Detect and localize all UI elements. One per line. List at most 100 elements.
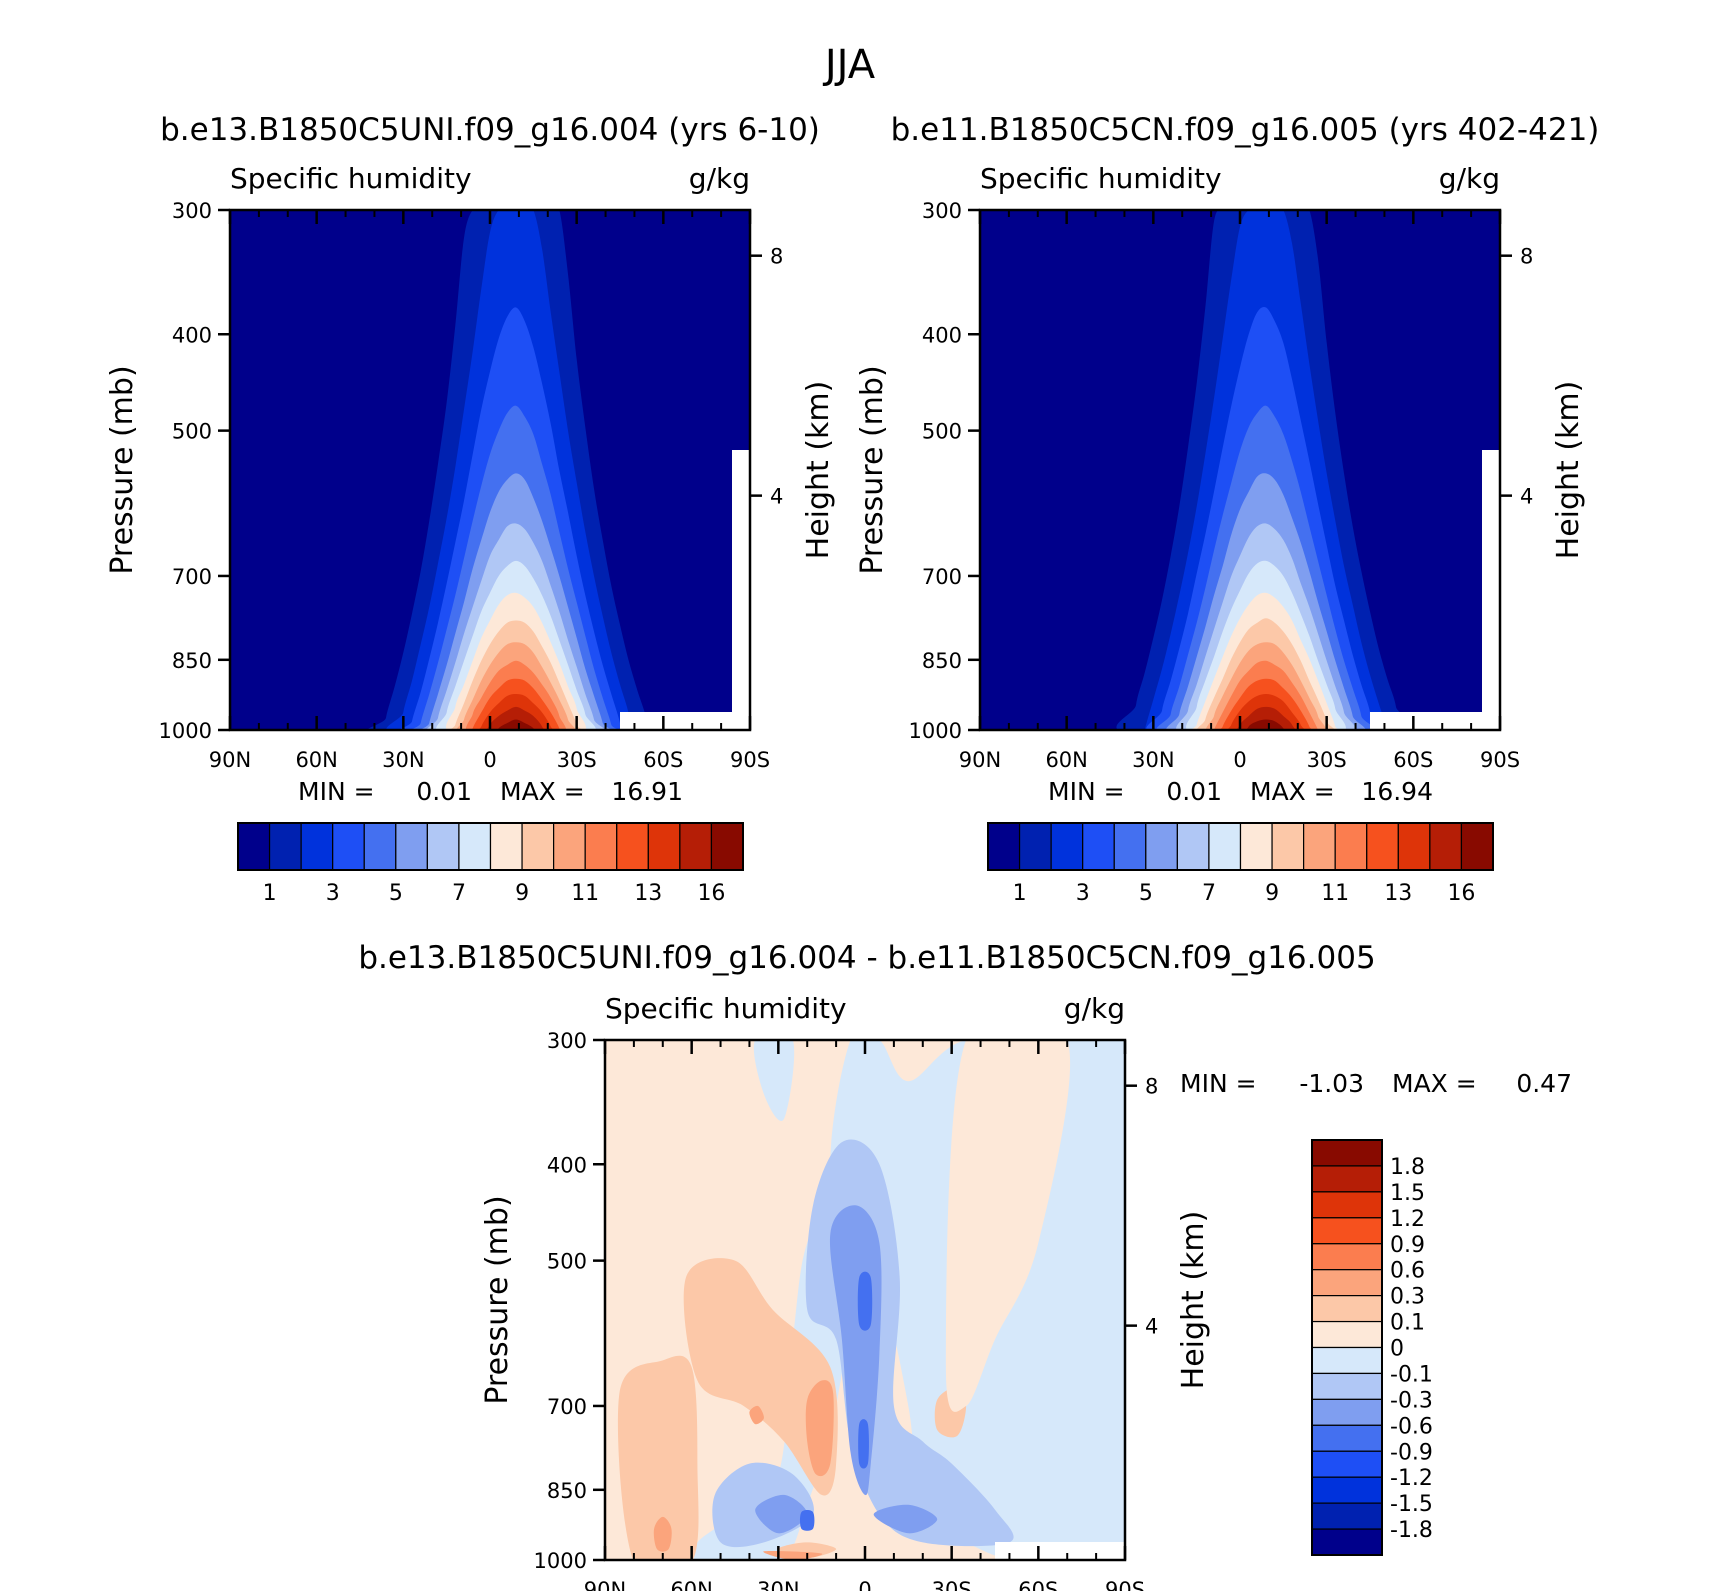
colorbar-swatch [268,822,302,871]
colorbar: 1 3 5 7 9 11 13 16 [987,822,1494,906]
colorbar-swatch [1018,822,1052,871]
axes: 90N 60N 30N 0 30S 60S 90S 300 400 500 700 850 1000 8 4 [534,1029,1159,1591]
colorbar-label: 7 [1202,881,1216,906]
x-tick-label: 90N [959,748,1001,772]
panel-title: b.e13.B1850C5UNI.f09_g16.004 - b.e11.B18… [358,940,1375,976]
height-tick-label: 4 [1145,1315,1158,1339]
colorbar-swatch [458,822,492,871]
colorbar-swatch [584,822,618,871]
colorbar-swatch [1303,822,1336,871]
height-tick-label: 8 [1520,245,1533,269]
x-tick-label: 90S [730,748,770,772]
colorbar-swatch [1460,822,1494,871]
colorbar-label: -1.2 [1390,1466,1433,1491]
colorbar-swatch [1208,822,1242,871]
contour-level [945,1040,1071,1412]
colorbar-swatch [1311,1372,1383,1400]
colorbar-swatch [1050,822,1084,871]
contour-level [799,1510,815,1531]
height-axis-label: Height (km) [801,381,836,560]
colorbar-swatch [1113,822,1147,871]
missing-data-mask [995,1542,1125,1560]
colorbar-swatch [1311,1528,1383,1556]
y-tick-label: 700 [547,1395,587,1419]
colorbar-swatch [1429,822,1463,871]
colorbar-label: 1 [1013,881,1027,906]
colorbar-swatch [553,822,586,871]
max-value: 0.47 [1516,1069,1572,1098]
height-tick-label: 4 [770,485,783,509]
colorbar-swatch [1311,1502,1383,1530]
x-tick-label: 30N [757,1578,799,1591]
x-tick-label: 60S [643,748,683,772]
colorbar-swatch [1311,1165,1383,1193]
colorbar-label: 5 [389,881,403,906]
contour-level [873,1504,938,1534]
colorbar-swatch [1176,822,1210,871]
x-tick-label: 60S [1018,1578,1058,1591]
colorbar-swatch [1271,822,1305,871]
min-value: 0.01 [1166,777,1222,806]
contour-level [683,1258,838,1496]
y-tick-label: 700 [172,565,212,589]
min-value: -1.03 [1299,1069,1364,1098]
colorbar-swatch [679,822,713,871]
panel-difference: b.e13.B1850C5UNI.f09_g16.004 - b.e11.B18… [358,940,1572,1591]
colorbar-label: 11 [1321,881,1349,906]
contour-level [753,1040,795,1121]
x-tick-label: 60N [295,748,337,772]
x-tick-label: 90N [209,748,251,772]
colorbar-swatch [710,822,744,871]
colorbar-swatch [1311,1243,1383,1271]
panel-model-a: b.e13.B1850C5UNI.f09_g16.004 (yrs 6-10) … [105,112,836,906]
missing-data-mask [1370,450,1500,730]
y-tick-label: 400 [547,1153,587,1177]
colorbar-swatch [521,822,555,871]
colorbar-label: -1.8 [1390,1518,1433,1543]
colorbar-label: 5 [1139,881,1153,906]
panel-title: b.e11.B1850C5CN.f09_g16.005 (yrs 402-421… [891,112,1600,148]
y-tick-label: 700 [922,565,962,589]
colorbar-label: 1.5 [1390,1181,1425,1206]
x-tick-label: 30S [557,748,597,772]
y-tick-label: 400 [172,323,212,347]
x-tick-label: 90S [1480,748,1520,772]
colorbar: 1.81.51.20.90.60.30.10-0.1-0.3-0.6-0.9-1… [1311,1139,1433,1556]
contour-level [749,1405,764,1425]
y-tick-label: 850 [547,1479,587,1503]
colorbar: 1 3 5 7 9 11 13 16 [237,822,744,906]
variable-label: Specific humidity [230,162,472,195]
x-tick-label: 60N [1045,748,1087,772]
colorbar-swatch [647,822,681,871]
colorbar-swatch [300,822,334,871]
x-tick-label: 60N [670,1578,712,1591]
x-tick-label: 60S [1393,748,1433,772]
y-tick-label: 400 [922,323,962,347]
x-tick-label: 30N [382,748,424,772]
axes: 90N 60N 30N 0 30S 60S 90S 300 400 500 700 850 1000 8 4 [159,199,784,772]
colorbar-swatch [1311,1450,1383,1478]
height-tick-label: 8 [770,245,783,269]
colorbar-label: 0.1 [1390,1311,1425,1336]
panel-title: b.e13.B1850C5UNI.f09_g16.004 (yrs 6-10) [160,112,820,148]
colorbar-swatch [1334,822,1368,871]
y-tick-label: 850 [922,649,962,673]
contour-level [617,1355,699,1560]
colorbar-swatch [1311,1398,1383,1426]
x-tick-label: 0 [1233,748,1246,772]
height-axis-label: Height (km) [1176,1211,1211,1390]
colorbar-label: 1.8 [1390,1155,1425,1180]
colorbar-label: 7 [452,881,466,906]
y-tick-label: 300 [547,1029,587,1053]
colorbar-label: 3 [1076,881,1090,906]
colorbar-swatch [426,822,460,871]
humidity-field [980,210,1500,730]
y-tick-label: 300 [922,199,962,223]
max-value: 16.91 [611,777,683,806]
colorbar-label: -0.3 [1390,1388,1433,1413]
contour-level [486,706,545,730]
contour-level [858,1419,869,1469]
colorbar-swatch [1311,1295,1383,1323]
difference-field [605,1040,1125,1560]
